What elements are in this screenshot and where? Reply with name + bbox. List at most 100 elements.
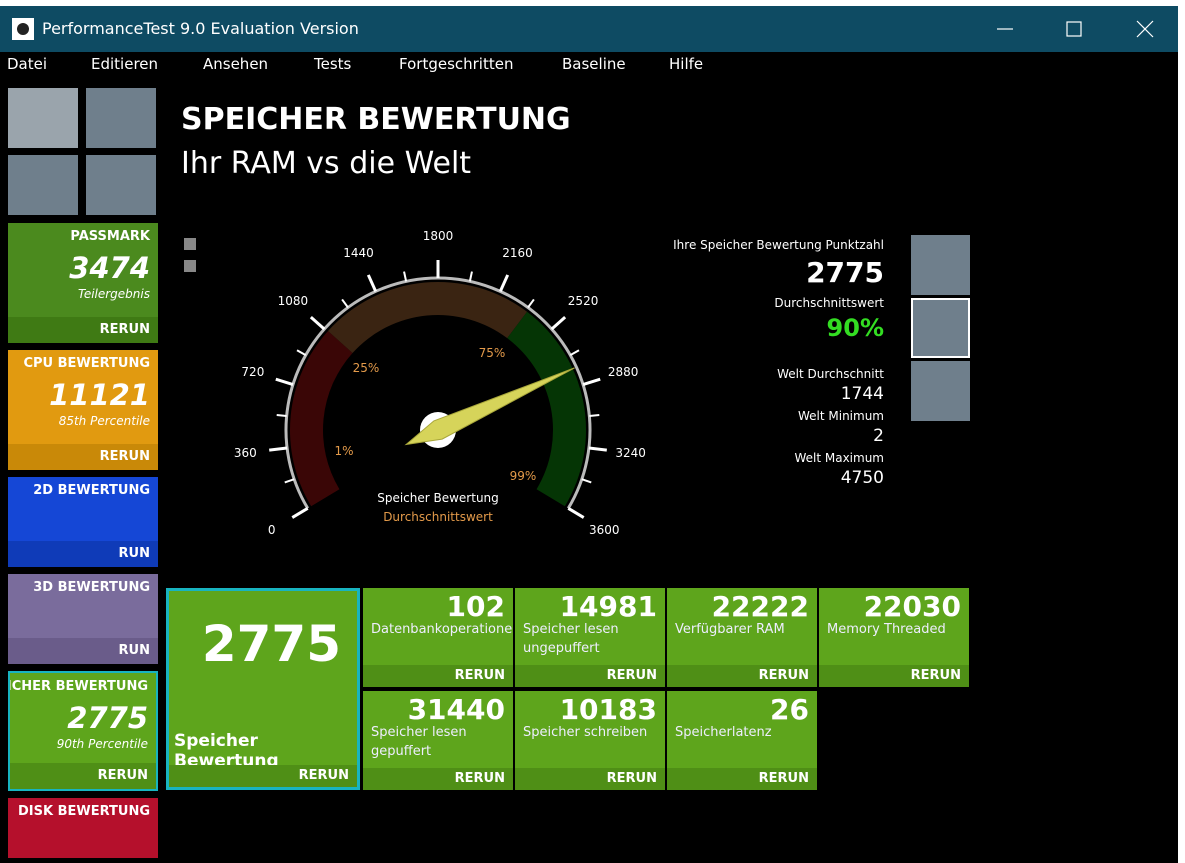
sidebar-tile[interactable]: SPEICHER BEWERTUNG 2775 90th Percentile RER… [8,671,158,791]
rerun-button[interactable]: RERUN [515,768,665,790]
menu-item[interactable]: Hilfe [669,55,704,73]
tile-score: 22222 [711,590,809,623]
rerun-button[interactable]: RERUN [819,665,969,687]
title-bar: PerformanceTest 9.0 Evaluation Version [0,6,1178,52]
gauge-minor-tick [296,349,307,357]
tile-label: Verfügbarer RAM [675,622,785,637]
rerun-button[interactable]: RUN [8,638,158,664]
gauge-tick [567,507,585,519]
window-controls[interactable] [985,16,1160,42]
gauge-tick [309,316,326,331]
gauge-tick-label: 0 [268,523,276,537]
gauge-tick-label: 3600 [589,523,620,537]
menu-item[interactable]: Ansehen [203,55,269,73]
gauge: 0 360 720 1080 1440 1800 2160 2520 2880 3240 3600 1… [184,229,646,537]
stat-score: 2775 [806,256,884,289]
sidebar-tile[interactable]: 3D BEWERTUNG RUN [8,574,158,664]
rerun-button[interactable]: RERUN [363,665,513,687]
home-button[interactable] [8,88,78,148]
rerun-button[interactable]: RUN [8,541,158,567]
rerun-button[interactable]: RERUN [667,665,817,687]
gauge-tick-label: 2160 [502,246,533,260]
world-button[interactable] [911,298,970,358]
tile-label: Speicher schreiben [523,725,648,740]
settings-button[interactable] [86,155,156,215]
gauge-tick-label: 1800 [423,229,454,243]
tile-label: CPU BEWERTUNG [23,356,150,371]
menu-item[interactable]: Tests [314,55,352,73]
gauge-minor-tick [589,414,600,417]
gauge-tick [550,316,567,331]
menu-item[interactable]: Fortgeschritten [399,55,514,73]
rerun-button[interactable]: RERUN [8,317,158,343]
gauge-tick-label: 3240 [615,446,646,460]
stat-world-max: 4750 [840,468,884,488]
tile-score: 102 [446,590,505,623]
gauge-needle [404,367,575,446]
gauge-tick [291,507,309,519]
result-tile[interactable]: 10183 Speicher schreiben RERUN [515,691,665,790]
result-tile[interactable]: 2775 Speicher Bewertung RERUN [166,588,360,790]
gauge-tick-label: 1080 [278,294,309,308]
tile-score: 2775 [67,701,148,735]
sidebar-tile[interactable]: 2D BEWERTUNG RUN [8,477,158,567]
tile-score: 22030 [863,590,961,623]
gauge-tick [269,446,288,452]
tile-subtitle: Teilergebnis [77,287,150,301]
menu-item[interactable]: Editieren [91,55,159,73]
rerun-button[interactable]: RERUN [169,765,357,787]
result-tile[interactable]: 102 Datenbankoperationen RERUN [363,588,513,687]
app-window: PerformanceTest 9.0 Evaluation Version D… [0,6,1178,863]
rerun-button[interactable]: RERUN [667,768,817,790]
result-tile[interactable]: 31440 Speicher lesen gepuffert RERUN [363,691,513,790]
sidebar-tile[interactable]: PASSMARK 3474 Teilergebnis RERUN [8,223,158,343]
gauge-rim [284,276,592,510]
sidebar-tile[interactable]: DISK BEWERTUNG [8,798,158,858]
gauge-subcaption: Durchschnittswert [383,510,493,524]
stat-score-label: Ihre Speicher Bewertung Punktzahl [673,238,884,252]
gauge-tick [275,377,294,386]
gauge-minor-tick [569,349,580,357]
result-tile[interactable]: 26 Speicherlatenz RERUN [667,691,817,790]
info-button[interactable] [86,88,156,148]
gauge-minor-tick [468,271,473,282]
tile-label: DISK BEWERTUNG [18,804,150,819]
percentile-label: 99% [510,469,537,483]
menu-item[interactable]: Baseline [562,55,626,73]
stat-world-avg: 1744 [840,384,884,404]
report-button[interactable] [911,235,970,295]
gauge-tick-label: 1440 [343,246,374,260]
stat-world-min-label: Welt Minimum [797,409,884,423]
tile-label: Speicherlatenz [675,725,772,740]
gauge-tick [582,377,601,386]
menu-bar: Datei Editieren Ansehen Tests Fortgeschritte… [0,52,1178,78]
hardware-button[interactable] [911,361,970,421]
cloud-button[interactable] [8,155,78,215]
tile-score: 14981 [559,590,657,623]
result-tile[interactable]: 14981 Speicher lesen ungepuffert RERUN [515,588,665,687]
gauge-band [328,281,528,354]
result-tile[interactable]: 22030 Memory Threaded RERUN [819,588,969,687]
sidebar-tile[interactable]: CPU BEWERTUNG 11121 85th Percentile RERUN [8,350,158,470]
rerun-button[interactable]: RERUN [363,768,513,790]
tile-label: Memory Threaded [827,622,946,637]
result-tile[interactable]: 22222 Verfügbarer RAM RERUN [667,588,817,687]
gauge-caption: Speicher Bewertung [377,491,499,505]
gauge-minor-tick [341,298,349,309]
tile-subtitle: 90th Percentile [56,737,148,751]
tile-score: 2775 [201,615,341,673]
stat-avg-label: Durchschnittswert [774,296,884,310]
gauge-minor-tick [284,478,295,484]
menu-item[interactable]: Datei [7,55,48,73]
percentile-label: 25% [353,361,380,375]
tile-subtitle: 85th Percentile [58,414,150,428]
rerun-button[interactable]: RERUN [515,665,665,687]
rerun-button[interactable]: RERUN [8,444,158,470]
tile-score: 3474 [69,251,150,285]
stat-world-min: 2 [873,426,884,446]
tile-label: SPEICHER BEWERTUNG [10,679,148,694]
rerun-button[interactable]: RERUN [10,763,156,789]
gauge-tick-label: 2520 [568,294,599,308]
gauge-tick [498,274,510,292]
